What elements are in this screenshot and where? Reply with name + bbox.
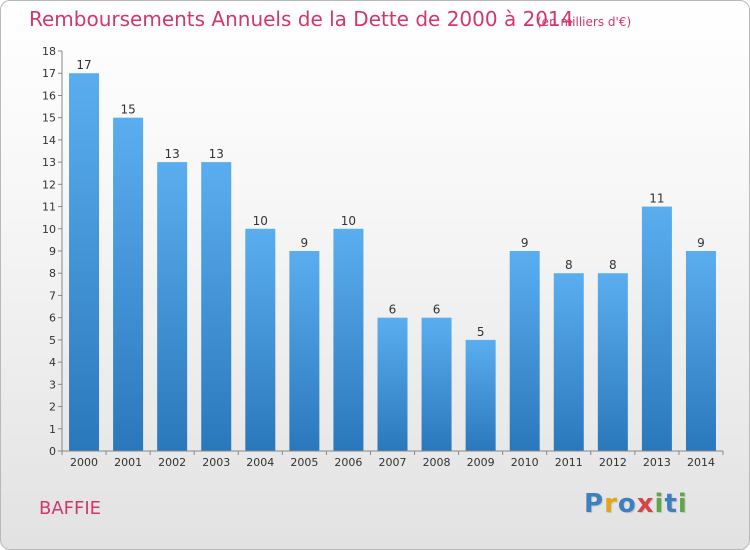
bar (641, 206, 672, 451)
bar-value-label: 9 (521, 236, 529, 250)
y-tick-label: 15 (42, 112, 56, 125)
x-tick-label: 2010 (511, 456, 539, 469)
y-tick-label: 2 (49, 401, 56, 414)
y-tick-label: 4 (49, 356, 56, 369)
x-tick-label: 2008 (423, 456, 451, 469)
logo-letter: i (654, 489, 665, 519)
bar-value-label: 6 (389, 303, 397, 317)
x-tick-label: 2012 (599, 456, 627, 469)
chart-subtitle: (en milliers d'€) (537, 15, 632, 29)
x-tick-label: 2014 (687, 456, 715, 469)
y-tick-label: 11 (42, 201, 56, 214)
x-tick-label: 2007 (379, 456, 407, 469)
y-tick-label: 12 (42, 178, 56, 191)
y-tick-label: 9 (49, 245, 56, 258)
bar-value-label: 8 (609, 258, 617, 272)
bar-value-label: 13 (209, 147, 224, 161)
bar (377, 317, 408, 451)
bar (333, 228, 364, 451)
bar (421, 317, 452, 451)
logo-letter: P (584, 489, 605, 519)
bar (289, 251, 320, 451)
logo-letter: r (604, 489, 618, 519)
proxiti-logo[interactable]: Proxiti (584, 489, 688, 519)
bar-value-label: 9 (697, 236, 705, 250)
y-tick-label: 16 (42, 89, 56, 102)
bar-value-label: 15 (120, 103, 135, 117)
x-tick-label: 2005 (290, 456, 318, 469)
x-tick-label: 2002 (158, 456, 186, 469)
x-tick-label: 2011 (555, 456, 583, 469)
bar (553, 273, 584, 451)
x-tick-label: 2003 (202, 456, 230, 469)
bar-value-label: 11 (649, 192, 664, 206)
bar (69, 73, 100, 451)
x-tick-label: 2013 (643, 456, 671, 469)
x-tick-label: 2001 (114, 456, 142, 469)
logo-letter: o (617, 489, 637, 519)
bar-value-label: 10 (253, 214, 268, 228)
bar (201, 162, 232, 451)
bar (245, 228, 276, 451)
bar (465, 339, 496, 451)
logo-letter: t (664, 489, 678, 519)
y-tick-label: 0 (49, 445, 56, 458)
y-tick-label: 8 (49, 267, 56, 280)
y-tick-label: 3 (49, 378, 56, 391)
x-tick-label: 2006 (334, 456, 362, 469)
y-tick-label: 6 (49, 312, 56, 325)
y-tick-label: 17 (42, 67, 56, 80)
y-tick-label: 13 (42, 156, 56, 169)
bar-value-label: 13 (165, 147, 180, 161)
x-tick-label: 2009 (467, 456, 495, 469)
y-tick-label: 7 (49, 289, 56, 302)
bar (509, 251, 540, 451)
bar-value-label: 9 (301, 236, 309, 250)
chart-title: Remboursements Annuels de la Dette de 20… (29, 7, 574, 31)
logo-letter: i (677, 489, 688, 519)
bar-value-label: 10 (341, 214, 356, 228)
bar (113, 117, 144, 452)
y-tick-label: 14 (42, 134, 56, 147)
bar-value-label: 8 (565, 258, 573, 272)
y-tick-label: 18 (42, 45, 56, 58)
bar-value-label: 17 (76, 58, 91, 72)
bar-value-label: 5 (477, 325, 485, 339)
bar-value-label: 6 (433, 303, 441, 317)
bar (157, 162, 188, 451)
y-tick-label: 1 (49, 423, 56, 436)
y-tick-label: 5 (49, 334, 56, 347)
x-tick-label: 2004 (246, 456, 274, 469)
logo-letter: x (636, 489, 655, 519)
y-tick-label: 10 (42, 223, 56, 236)
commune-name: BAFFIE (39, 498, 102, 519)
x-tick-label: 2000 (70, 456, 98, 469)
bars-group: 17 15 13 13 10 9 10 6 6 5 9 8 8 11 9 (69, 58, 716, 452)
bar (597, 273, 628, 451)
bar (685, 251, 716, 451)
